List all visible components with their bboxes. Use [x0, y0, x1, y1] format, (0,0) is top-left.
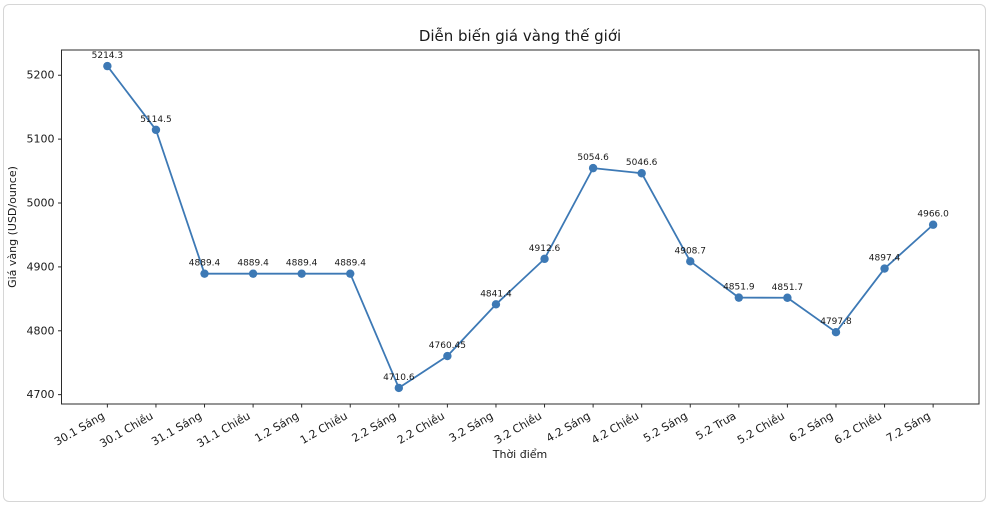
data-point-label: 4797.8: [820, 317, 852, 327]
data-point-marker: [200, 269, 209, 278]
series-line: [106, 65, 934, 389]
data-point-marker: [637, 169, 646, 178]
data-point-marker: [103, 61, 112, 71]
y-tick-label: 5100: [27, 133, 55, 146]
y-tick-label: 5000: [27, 197, 55, 210]
data-point-label: 4760.45: [429, 341, 466, 351]
data-point-marker: [297, 269, 306, 278]
y-tick-label: 4800: [27, 324, 55, 337]
axes-box: [61, 49, 980, 405]
data-point-label: 5046.6: [626, 158, 658, 168]
y-axis-label: Giá vàng (USD/ounce): [6, 166, 19, 288]
data-point-marker: [831, 327, 841, 337]
x-tick-label: 5.2 Trưa: [693, 409, 738, 442]
data-point-marker: [783, 293, 792, 302]
y-tick-label: 4700: [27, 388, 55, 401]
data-point-marker: [151, 125, 161, 135]
x-tick-label: 30.1 Chiều: [97, 409, 155, 450]
data-point-marker: [248, 269, 258, 278]
x-tick-label: 5.2 Chiều: [735, 409, 787, 446]
data-point-label: 4912.6: [529, 244, 561, 254]
x-tick-label: 4.2 Sáng: [544, 409, 593, 445]
data-point-marker: [734, 293, 744, 302]
x-tick-label: 4.2 Chiều: [589, 409, 641, 446]
data-point-label: 4897.4: [869, 254, 901, 264]
x-tick-label: 2.2 Sáng: [350, 409, 399, 445]
data-point-marker: [880, 264, 889, 273]
data-point-marker: [540, 254, 549, 264]
x-tick-label: 6.2 Sáng: [787, 409, 836, 445]
data-point-marker: [394, 383, 404, 393]
data-point-marker: [346, 269, 355, 278]
x-tick-label: 5.2 Sáng: [641, 409, 690, 445]
y-tick-label: 5200: [27, 69, 55, 82]
data-point-label: 4889.4: [237, 259, 269, 269]
x-tick-label: 6.2 Chiều: [832, 409, 884, 446]
y-tick-label: 4900: [27, 260, 55, 273]
x-tick-label: 3.2 Sáng: [447, 409, 496, 445]
x-axis-label: Thời điểm: [492, 448, 548, 461]
data-point-marker: [686, 257, 695, 266]
data-point-label: 4889.4: [286, 259, 318, 269]
data-point-label: 5214.3: [92, 51, 124, 61]
data-point-label: 4851.7: [772, 283, 804, 293]
data-point-label: 5114.5: [140, 115, 172, 125]
data-point-marker: [491, 300, 501, 309]
data-point-label: 4841.4: [480, 289, 512, 299]
data-point-label: 5054.6: [577, 153, 609, 163]
x-tick-label: 31.1 Chiều: [195, 409, 253, 450]
x-tick-label: 1.2 Chiều: [298, 409, 350, 446]
data-point-marker: [928, 220, 938, 229]
data-point-marker: [588, 163, 598, 173]
x-tick-label: 7.2 Sáng: [884, 409, 933, 445]
x-tick-label: 3.2 Chiều: [492, 409, 544, 446]
figure-panel: 4700 4800 4900 5000 5100 5200 30.1 Sáng 30.1 Ch…: [3, 4, 986, 502]
x-tick-label: 1.2 Sáng: [253, 409, 302, 445]
data-point-label: 4908.7: [675, 246, 707, 256]
data-point-marker: [443, 351, 452, 361]
data-point-label: 4851.9: [723, 283, 755, 293]
chart-title: Diễn biến giá vàng thế giới: [419, 27, 621, 45]
data-point-label: 4889.4: [189, 259, 221, 269]
data-point-label: 4966.0: [917, 210, 949, 220]
data-point-label: 4710.6: [383, 373, 415, 383]
x-tick-label: 2.2 Chiều: [395, 409, 447, 446]
data-point-label: 4889.4: [334, 259, 366, 269]
